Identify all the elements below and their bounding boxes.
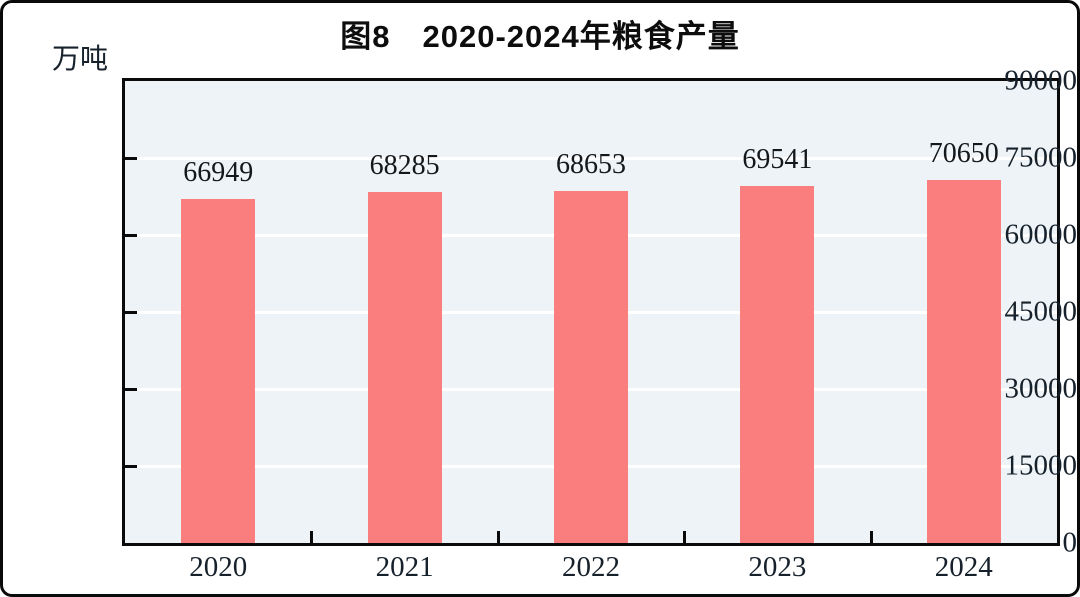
y-tick-label-60000: 60000	[1004, 218, 1078, 251]
x-tick-mark-4	[869, 531, 873, 543]
bar-2023	[740, 186, 815, 543]
bar-2022	[554, 190, 628, 543]
bar-value-label-2020: 66949	[183, 157, 254, 189]
bar-value-label-2024: 70650	[928, 138, 999, 170]
y-tick-mark-15000	[125, 465, 137, 468]
bar-value-label-2022: 68653	[556, 148, 626, 180]
x-tick-label-2020: 2020	[189, 551, 248, 583]
bar-2024	[926, 180, 1001, 543]
y-axis-unit-label: 万吨	[51, 44, 108, 75]
bar-2020	[181, 199, 256, 543]
y-tick-label-75000: 75000	[1004, 141, 1078, 174]
y-tick-mark-75000	[125, 157, 137, 160]
y-tick-label-15000: 15000	[1004, 449, 1078, 482]
x-tick-mark-3	[683, 531, 687, 543]
bar-2021	[367, 192, 442, 543]
y-tick-label-0: 0	[1062, 526, 1078, 559]
x-tick-mark-1	[310, 531, 314, 543]
y-tick-label-45000: 45000	[1004, 295, 1078, 328]
x-tick-label-2021: 2021	[375, 551, 434, 583]
y-tick-label-30000: 30000	[1004, 372, 1078, 405]
x-tick-label-2023: 2023	[748, 551, 807, 583]
chart-title: 图8 2020-2024年粮食产量	[340, 19, 740, 54]
y-tick-mark-30000	[125, 388, 137, 391]
bar-value-label-2023: 69541	[742, 144, 813, 176]
plot-area: 66949 68285 68653 69541 70650	[122, 78, 1060, 546]
x-tick-label-2022: 2022	[562, 551, 620, 583]
y-tick-label-90000: 90000	[1004, 64, 1078, 97]
y-tick-mark-60000	[125, 234, 137, 237]
x-tick-label-2024: 2024	[934, 551, 993, 583]
x-tick-mark-2	[496, 531, 500, 543]
gridline-75000	[125, 157, 1057, 160]
bar-value-label-2021: 68285	[369, 150, 440, 182]
y-tick-mark-45000	[125, 311, 137, 314]
